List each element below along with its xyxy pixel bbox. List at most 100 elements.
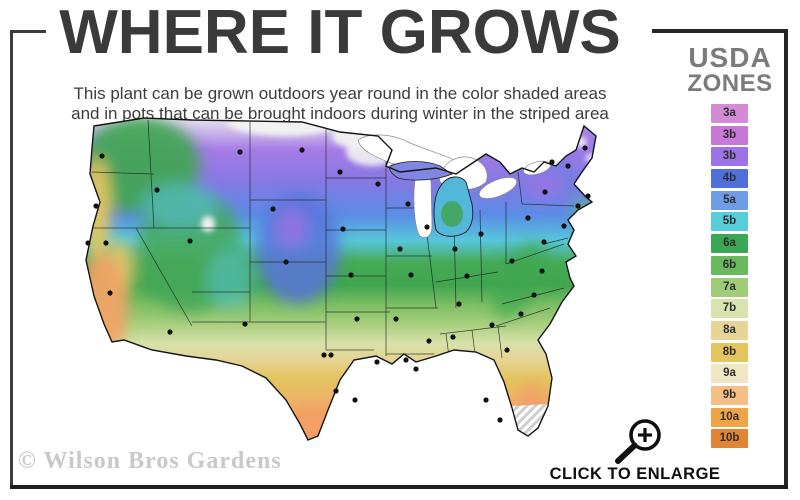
hardiness-zone-map[interactable] xyxy=(40,110,660,458)
legend-item: 7b xyxy=(711,299,748,319)
legend-item-label: 6a xyxy=(723,237,736,250)
city-dots xyxy=(85,145,591,423)
frame-left-border xyxy=(10,30,13,487)
legend-item: 5a xyxy=(711,190,748,210)
city-dot xyxy=(237,149,243,155)
city-dot xyxy=(375,181,381,187)
city-dot xyxy=(403,357,409,363)
city-dot xyxy=(478,231,484,237)
city-dot xyxy=(397,246,403,252)
legend-item-label: 3b xyxy=(722,150,737,163)
legend-item-label: 7a xyxy=(723,280,736,293)
city-dot xyxy=(497,417,503,423)
legend-item: 5b xyxy=(711,212,748,232)
city-dot xyxy=(426,338,432,344)
legend-item-label: 8b xyxy=(722,345,737,358)
city-dot xyxy=(154,187,160,193)
city-dot xyxy=(103,240,109,246)
legend-item-label: 9b xyxy=(722,388,737,401)
city-dot xyxy=(93,203,99,209)
city-dot xyxy=(565,163,571,169)
city-dot xyxy=(270,206,276,212)
city-dot xyxy=(504,347,510,353)
legend-item: 3b xyxy=(711,147,748,167)
city-dot xyxy=(167,329,173,335)
subtitle-line-2: and in pots that can be brought indoors … xyxy=(71,103,609,123)
city-dot xyxy=(531,292,537,298)
page-title: WHERE IT GROWS xyxy=(59,0,621,67)
legend-item: 7a xyxy=(711,277,748,297)
legend-item-label: 5b xyxy=(722,215,737,228)
city-dot xyxy=(337,169,343,175)
city-dot xyxy=(283,259,289,265)
frame-bottom-border xyxy=(10,485,788,489)
legend-item: 10a xyxy=(711,407,748,427)
click-to-enlarge-button[interactable]: CLICK TO ENLARGE xyxy=(549,465,721,483)
city-dot xyxy=(354,316,360,322)
legend-item: 6b xyxy=(711,255,748,275)
upper-peninsula xyxy=(389,161,453,181)
city-dot xyxy=(107,290,113,296)
michigan-green-core xyxy=(441,201,463,227)
frame-right-border xyxy=(784,29,788,488)
city-dot xyxy=(518,311,524,317)
legend-item: 3b xyxy=(711,125,748,145)
legend-item-label: 5a xyxy=(723,193,736,206)
legend-item-label: 6b xyxy=(722,258,737,271)
city-dot xyxy=(99,153,105,159)
city-dot xyxy=(541,239,547,245)
frame-top-right-bracket xyxy=(652,29,788,33)
legend-item-label: 7b xyxy=(722,302,737,315)
city-dot xyxy=(328,352,334,358)
city-dot xyxy=(489,322,495,328)
city-dot xyxy=(393,316,399,322)
city-dot xyxy=(450,334,456,340)
city-dot xyxy=(452,246,458,252)
city-dot xyxy=(85,240,91,246)
city-dot xyxy=(348,272,354,278)
city-dot xyxy=(374,359,380,365)
city-dot xyxy=(405,201,411,207)
legend-item-label: 10b xyxy=(719,432,740,445)
legend-heading-usda: USDA xyxy=(688,42,772,73)
legend-item-label: 3a xyxy=(723,107,736,119)
legend-item-label: 8a xyxy=(723,323,736,336)
subtitle-line-1: This plant can be grown outdoors year ro… xyxy=(73,84,607,103)
city-dot xyxy=(561,223,567,229)
legend-item: 9b xyxy=(711,385,748,405)
magnifier-plus-icon[interactable] xyxy=(600,412,672,474)
legend-item-label: 3b xyxy=(722,128,737,141)
city-dot xyxy=(575,203,581,209)
legend-item: 4b xyxy=(711,169,748,189)
watermark: © Wilson Bros Gardens xyxy=(18,448,282,474)
lake-erie xyxy=(478,177,518,199)
legend-heading-zones: ZONES xyxy=(687,70,773,97)
city-dot xyxy=(333,388,339,394)
city-dot xyxy=(509,258,515,264)
city-dot xyxy=(542,189,548,195)
legend-item: 6a xyxy=(711,234,748,254)
city-dot xyxy=(340,226,346,232)
usa-map-graphic xyxy=(85,117,597,441)
legend-heading: USDA ZONES xyxy=(668,44,792,96)
great-lakes xyxy=(357,134,551,238)
city-dot xyxy=(242,321,248,327)
city-dot xyxy=(408,272,414,278)
city-dot xyxy=(585,193,591,199)
legend-item: 9a xyxy=(711,364,748,384)
legend-item-label: 4b xyxy=(722,172,737,185)
city-dot xyxy=(582,145,588,151)
legend-item-label: 10a xyxy=(719,410,740,423)
city-dot xyxy=(299,147,305,153)
city-dot xyxy=(483,397,489,403)
city-dot xyxy=(525,215,531,221)
city-dot xyxy=(549,159,555,165)
usa-outline xyxy=(85,117,597,441)
city-dot xyxy=(413,366,419,372)
city-dot xyxy=(539,268,545,274)
page-subtitle: This plant can be grown outdoors year ro… xyxy=(0,84,680,123)
legend-item: 10b xyxy=(711,429,748,449)
city-dot xyxy=(464,273,470,279)
legend-items: 3a 3b 3b 4b 5a 5b 6a 6b 7a 7b 8a 8b 9a 9… xyxy=(711,104,749,451)
